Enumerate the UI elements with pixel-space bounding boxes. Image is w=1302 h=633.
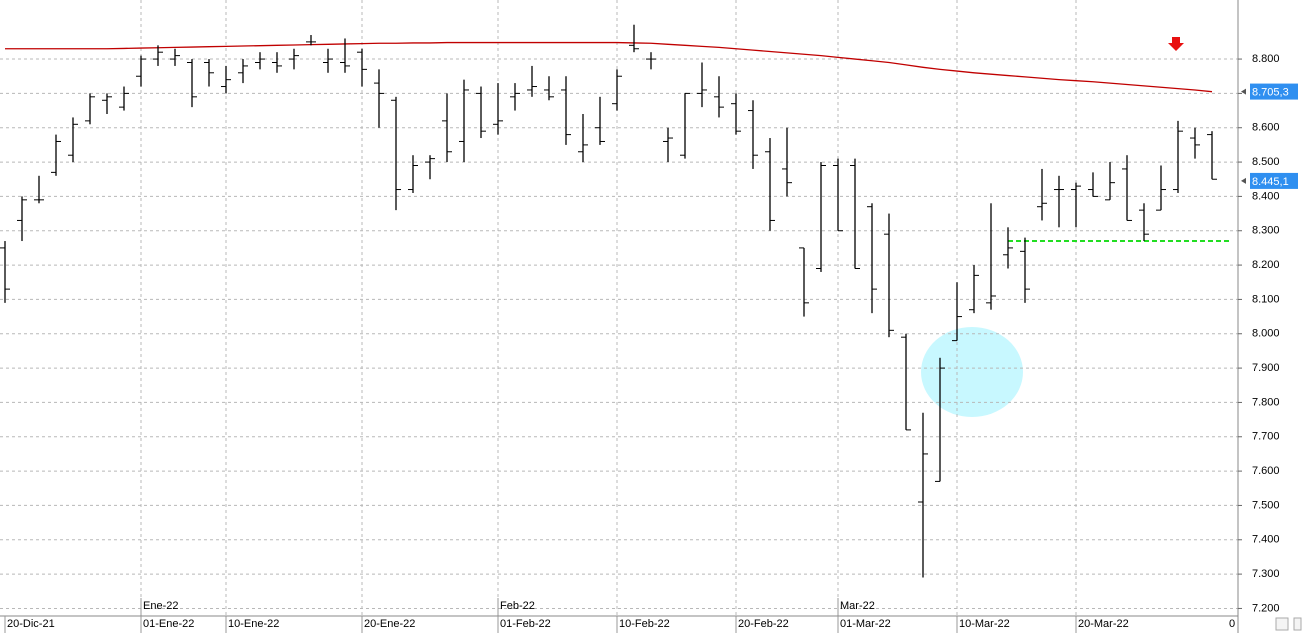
y-tick-label: 7.500: [1252, 499, 1280, 511]
y-tick-label: 7.600: [1252, 465, 1280, 477]
highlight-circle: [921, 327, 1023, 417]
x-tick-label: 10-Ene-22: [228, 618, 279, 630]
y-tick-label: 7.900: [1252, 362, 1280, 374]
y-tick-label: 7.700: [1252, 431, 1280, 443]
price-flag: [1250, 172, 1298, 189]
y-tick-label: 8.000: [1252, 328, 1280, 340]
y-tick-label: 8.800: [1252, 53, 1280, 65]
x-tick-label: 01-Feb-22: [500, 618, 551, 630]
x-tick-label: 20-Feb-22: [738, 618, 789, 630]
x-tick-label: 10-Feb-22: [619, 618, 670, 630]
y-tick-label: 7.400: [1252, 534, 1280, 546]
price-flag-label: 8.445,1: [1252, 176, 1289, 188]
x-tick-label: 20-Mar-22: [1078, 618, 1129, 630]
plot: Ene-22 Feb-22 Mar-22: [0, 0, 1238, 616]
y-tick-label: 8.200: [1252, 259, 1280, 271]
y-tick-label: 8.300: [1252, 225, 1280, 237]
month-label: Feb-22: [500, 600, 535, 612]
overlay-line: [5, 41, 1213, 93]
y-tick-label: 8.400: [1252, 190, 1280, 202]
x-tick-label: 20-Dic-21: [7, 618, 55, 630]
x-tick-label: 20-Ene-22: [364, 618, 415, 630]
y-tick-label: 7.300: [1252, 568, 1280, 580]
icon: [1275, 617, 1289, 631]
x-tick-label: 01-Mar-22: [840, 618, 891, 630]
price-flag-pointer: [1241, 88, 1246, 95]
y-tick-label: 8.100: [1252, 293, 1280, 305]
price-flag-pointer: [1241, 177, 1246, 184]
price-flag-label: 8.705,3: [1252, 86, 1289, 98]
x-tick-label: 01-Ene-22: [143, 618, 194, 630]
signal-arrow: [1168, 37, 1184, 51]
month-label: Mar-22: [840, 600, 875, 612]
x-end-label: 0: [1229, 618, 1235, 630]
month-label: Ene-22: [143, 600, 178, 612]
x-tick-label: 10-Mar-22: [959, 618, 1010, 630]
y-tick-label: 7.200: [1252, 602, 1280, 614]
icon: [1293, 617, 1302, 631]
y-tick-label: 7.800: [1252, 396, 1280, 408]
y-tick-label: 8.500: [1252, 156, 1280, 168]
price-flag: [1250, 83, 1298, 100]
y-tick-label: 8.600: [1252, 122, 1280, 134]
